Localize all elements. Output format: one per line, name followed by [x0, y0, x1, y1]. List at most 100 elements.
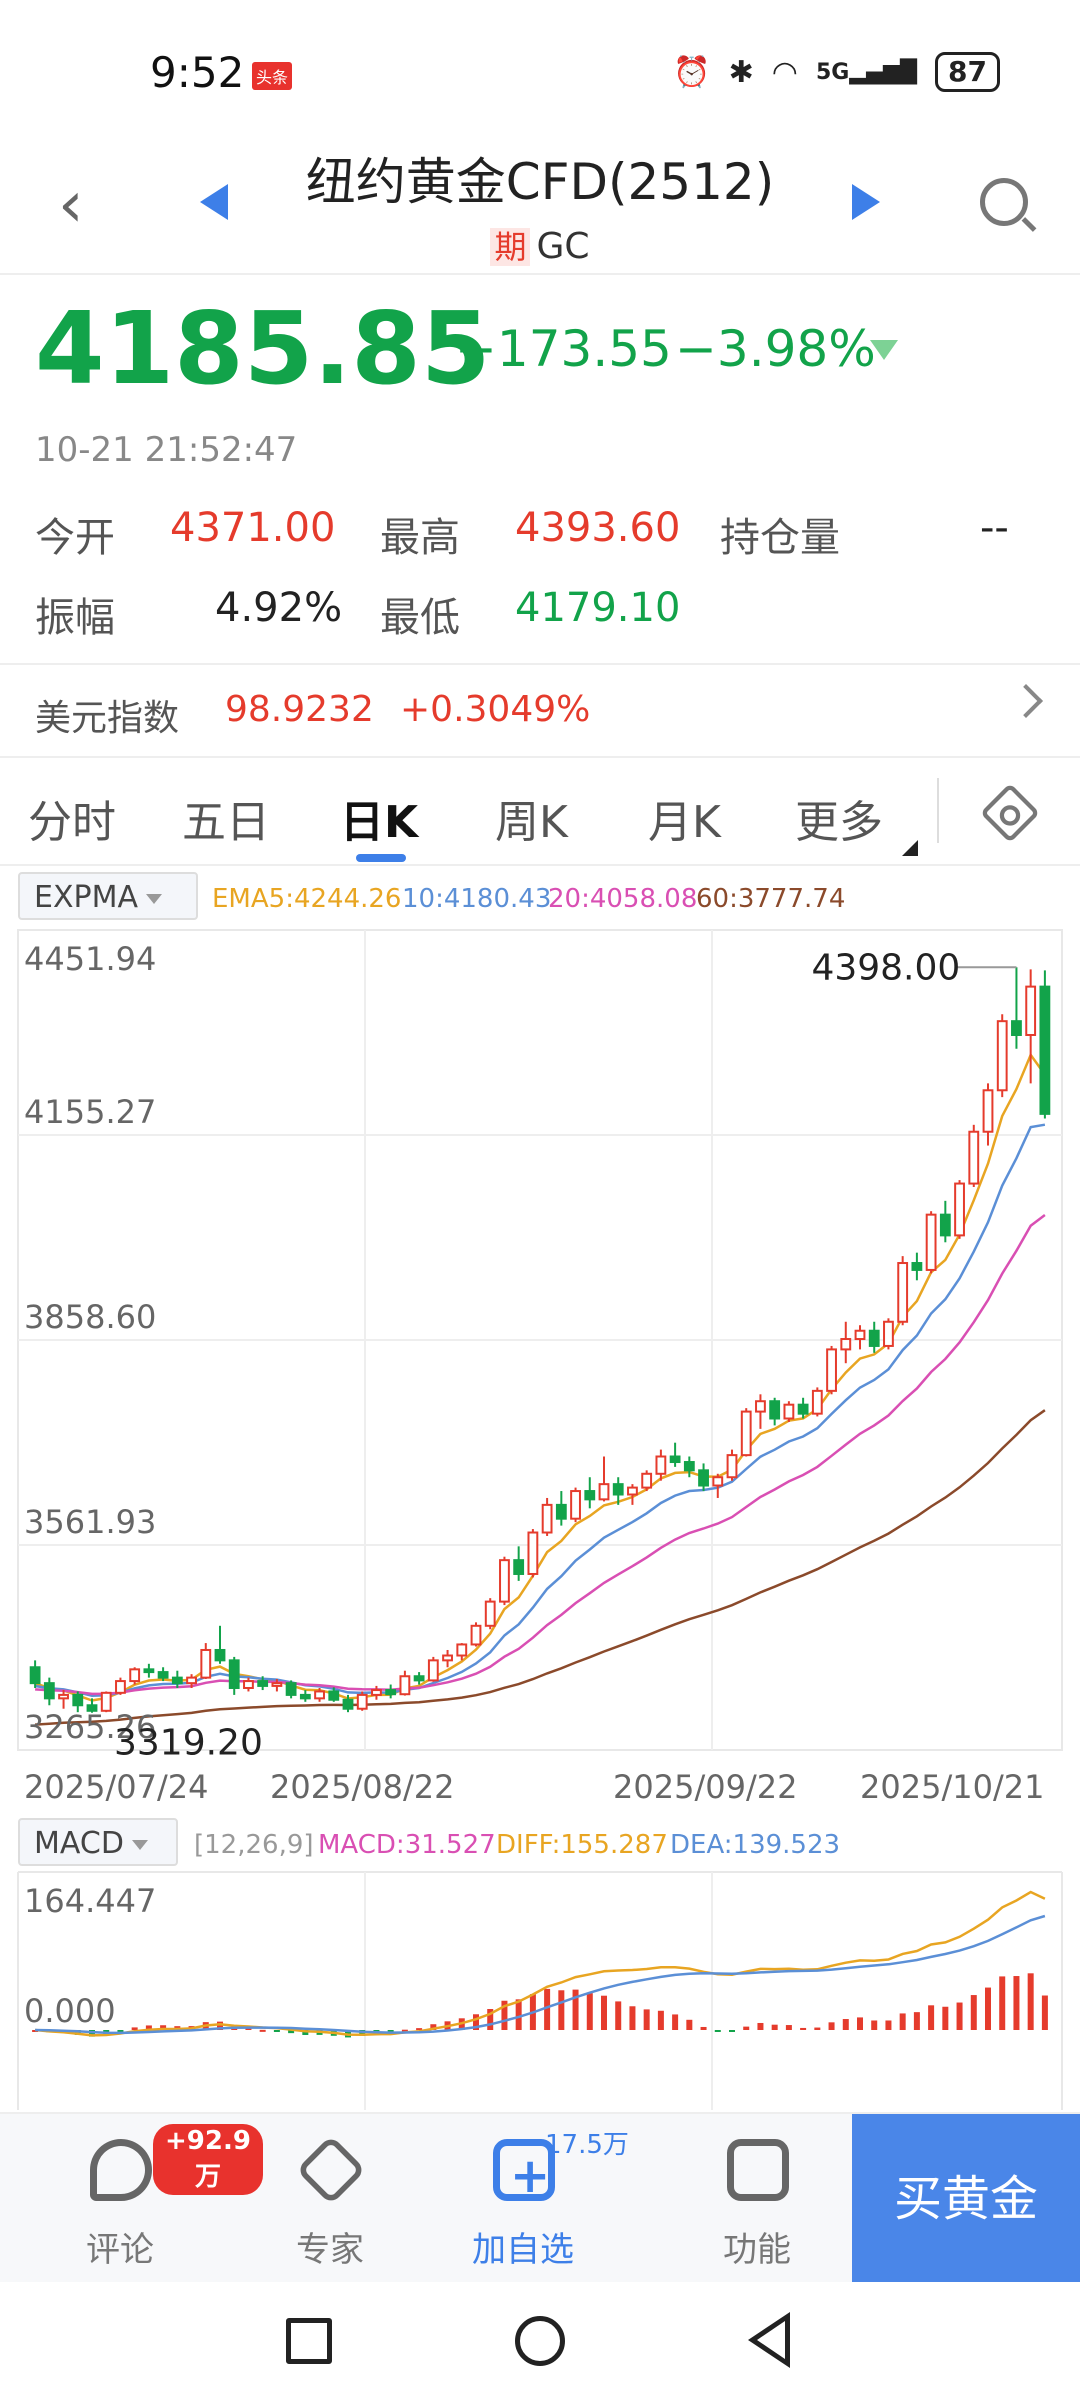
macd-bar	[259, 2029, 266, 2032]
macd-bar	[544, 1988, 551, 2030]
add-watchlist-button[interactable]: + 加自选	[438, 2114, 608, 2284]
candle-body	[442, 1654, 453, 1662]
tab-more[interactable]: 更多	[795, 797, 883, 848]
macd-bar	[586, 1993, 593, 2030]
candle-body	[228, 1659, 240, 1689]
recent-apps-icon[interactable]	[286, 2318, 332, 2364]
functions-button[interactable]: 功能	[672, 2114, 842, 2284]
candle-body	[797, 1403, 809, 1415]
back-icon[interactable]: ‹	[58, 168, 84, 242]
macd-bar	[131, 2027, 138, 2030]
candle-body	[129, 1668, 141, 1683]
search-icon[interactable]	[980, 178, 1028, 226]
tab-intraday[interactable]: 分时	[28, 797, 116, 848]
usd-index-change: +0.3049%	[400, 689, 591, 730]
candle-body	[314, 1690, 325, 1700]
ema5-line	[34, 1052, 1046, 1702]
macd-bar	[857, 2017, 863, 2030]
battery-icon: 87	[935, 52, 1000, 92]
title-bar: ‹ 纽约黄金CFD(2512) 期 GC	[0, 140, 1080, 275]
candle-body	[100, 1691, 112, 1712]
futures-badge: 期	[490, 228, 531, 266]
comments-button[interactable]: +92.9万 评论	[35, 2114, 263, 2284]
open-label: 今开	[35, 515, 115, 561]
candle-body	[43, 1682, 55, 1700]
candle-body	[72, 1693, 84, 1707]
settings-icon[interactable]	[979, 782, 1041, 844]
sub-indicator-select[interactable]: MACD	[18, 1818, 178, 1866]
buy-gold-button[interactable]: 买黄金	[852, 2114, 1080, 2284]
macd-bar	[117, 2030, 124, 2032]
ema10-value: 10:4180.43	[402, 884, 552, 914]
home-icon[interactable]	[515, 2316, 565, 2366]
candle-body	[243, 1680, 254, 1689]
candle-body	[584, 1490, 596, 1501]
macd-bar	[572, 1989, 579, 2030]
x-tick-label: 2025/09/22	[613, 1768, 797, 1806]
macd-bar	[686, 2019, 693, 2030]
comments-label: 评论	[86, 2230, 154, 2270]
prev-contract-arrow-icon[interactable]	[200, 184, 228, 220]
main-indicator-name: EXPMA	[34, 880, 139, 915]
diamond-icon	[295, 2134, 367, 2206]
candle-body	[698, 1469, 709, 1487]
macd-bar	[942, 2006, 949, 2030]
amplitude-value: 4.92%	[215, 585, 343, 631]
ema5-value: EMA5:4244.26	[212, 884, 402, 914]
x-tick-label: 2025/10/21	[860, 1768, 1044, 1806]
y-tick-label: 4155.27	[24, 1093, 156, 1131]
usd-index-label: 美元指数	[35, 698, 180, 739]
tab-daily-k[interactable]: 日K	[340, 797, 419, 848]
macd-bar	[800, 2027, 807, 2030]
candle-body	[271, 1682, 283, 1687]
macd-bar	[956, 2002, 963, 2030]
macd-legend: MACD [12,26,9] MACD:31.527 DIFF:155.287 …	[18, 1818, 1078, 1866]
status-time: 9:52	[150, 48, 245, 97]
candle-body	[356, 1693, 368, 1710]
macd-value: MACD:31.527	[318, 1830, 496, 1860]
diff-line	[34, 1890, 1046, 2037]
max-price-marker: 4398.00	[811, 947, 960, 988]
tab-weekly-k[interactable]: 周K	[495, 797, 568, 848]
expert-button[interactable]: 专家	[245, 2114, 415, 2284]
candle-body	[470, 1624, 482, 1646]
candle-body	[897, 1262, 909, 1323]
candle-body	[883, 1320, 894, 1347]
candle-body	[641, 1472, 653, 1489]
candle-body	[598, 1483, 610, 1501]
macd-bar	[814, 2027, 821, 2030]
candle-body	[186, 1676, 197, 1685]
wifi-icon: ◠	[771, 54, 798, 90]
macd-bar	[657, 2010, 664, 2030]
system-nav-bar	[0, 2282, 1080, 2400]
contract-code: 期 GC	[0, 222, 1080, 268]
menu-icon	[727, 2139, 789, 2201]
macd-bar	[871, 2020, 878, 2030]
candle-body	[342, 1698, 354, 1710]
candle-body	[200, 1648, 212, 1679]
system-back-icon[interactable]	[748, 2312, 790, 2368]
candle-body	[115, 1680, 126, 1694]
kline-chart[interactable]: 4451.94 4155.27 3858.60 3561.93 3265.26 4398.…	[0, 920, 1080, 2110]
macd-bar	[601, 1995, 607, 2030]
high-value: 4393.60	[515, 505, 681, 551]
macd-bar	[999, 1976, 1006, 2030]
macd-params: [12,26,9]	[194, 1830, 314, 1860]
last-price: 4185.85	[35, 290, 491, 407]
open-value: 4371.00	[170, 505, 336, 551]
candle-body	[854, 1329, 866, 1341]
macd-y-zero: 0.000	[24, 1992, 116, 2030]
bottom-nav: +92.9万 评论 专家 + 加自选 17.5万 功能 买黄金	[0, 2112, 1080, 2284]
expma-legend: EXPMA EMA5:4244.26 10:4180.43 20:4058.08…	[18, 872, 1078, 920]
macd-bar	[401, 2029, 408, 2032]
main-indicator-select[interactable]: EXPMA	[18, 872, 198, 920]
usd-index-row[interactable]: 美元指数 98.9232 +0.3049%	[0, 663, 1080, 758]
kline-chart-svg: 4451.94 4155.27 3858.60 3561.93 3265.26 4398.…	[17, 929, 1063, 2110]
tab-five-day[interactable]: 五日	[182, 797, 270, 848]
next-contract-arrow-icon[interactable]	[852, 184, 880, 220]
add-icon	[493, 2139, 555, 2201]
macd-bar	[743, 2026, 750, 2030]
status-bar: 9:52 头条 ⏰ ✱ ◠ 5G▂▄▆█ 87	[0, 0, 1080, 140]
tab-monthly-k[interactable]: 月K	[648, 797, 721, 848]
macd-bar	[1027, 1973, 1034, 2030]
